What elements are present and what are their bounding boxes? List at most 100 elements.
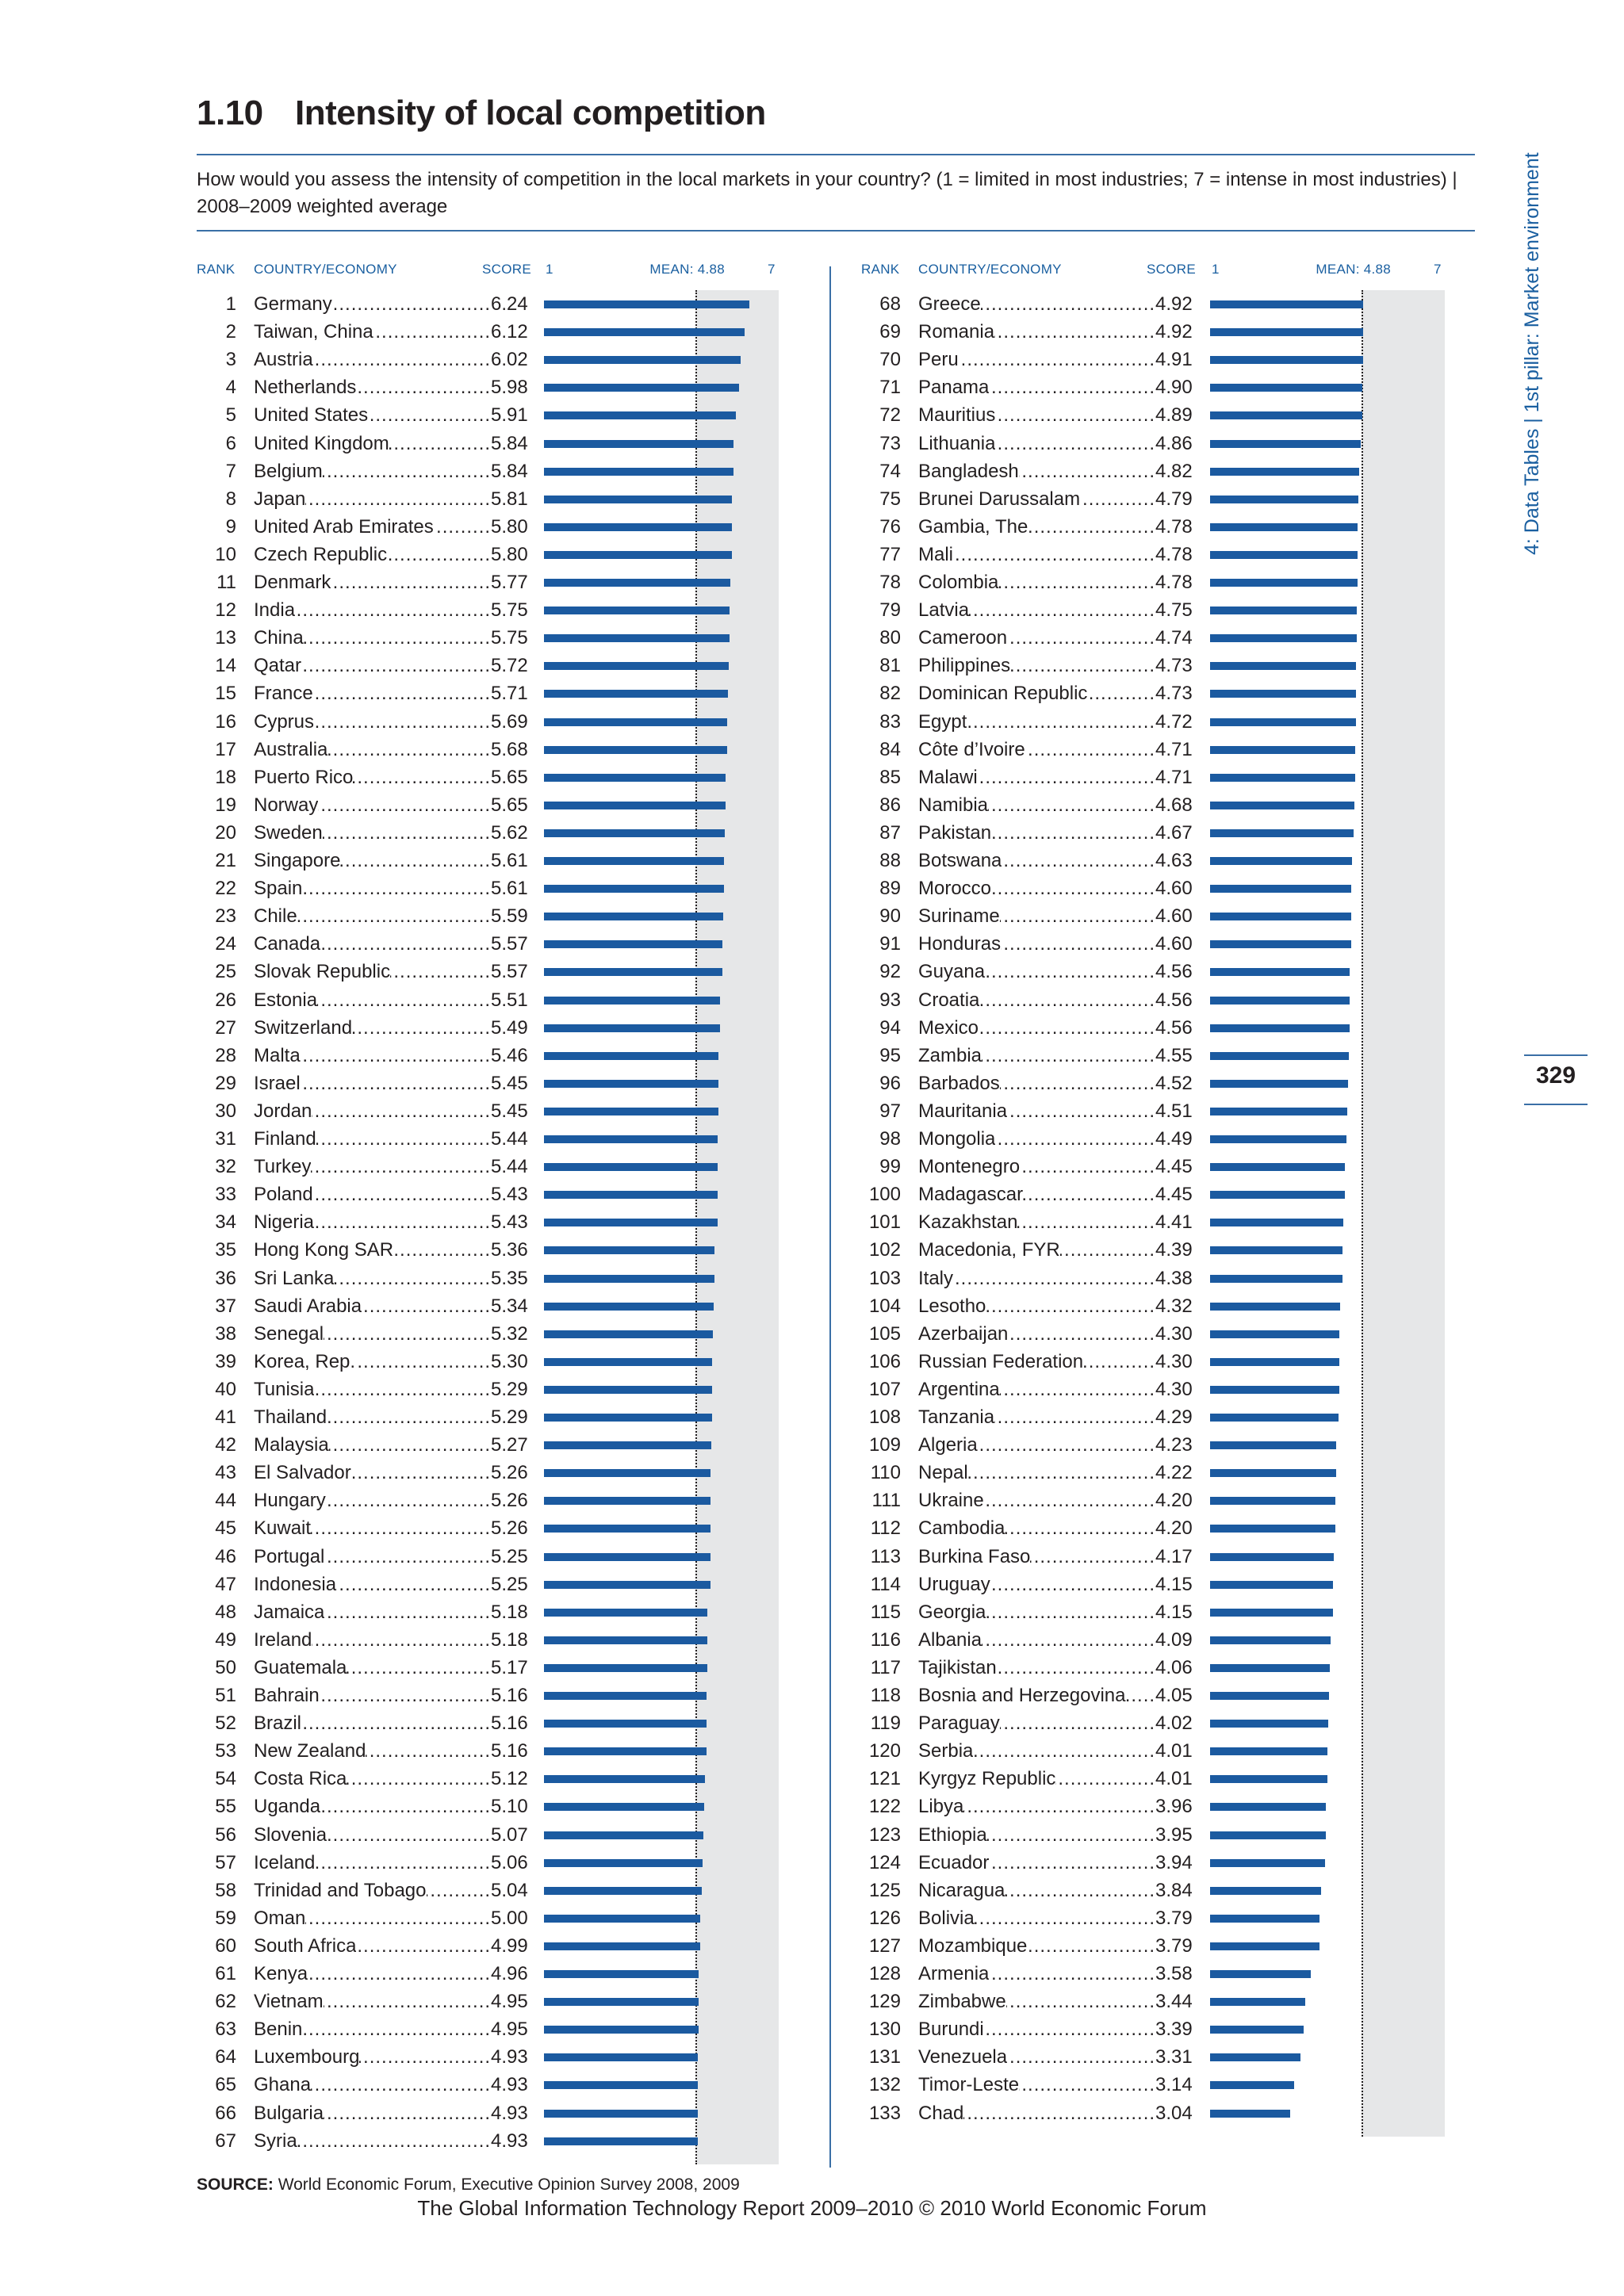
dot-leader: ........................................…	[918, 1267, 1155, 1289]
score-bar	[544, 1107, 718, 1115]
country-column-header: COUNTRY/ECONOMY	[918, 262, 1062, 277]
rank-cell: 110	[870, 1462, 901, 1484]
country-name: Burundi	[918, 2019, 984, 2042]
rank-cell: 132	[868, 2074, 901, 2096]
country-name: Serbia	[918, 1740, 974, 1763]
score-value: 5.00	[490, 1907, 528, 1930]
bar-background	[1362, 290, 1445, 2137]
score-value: 4.55	[1155, 1044, 1193, 1067]
rank-cell: 36	[215, 1267, 236, 1289]
rank-cell: 124	[868, 1851, 901, 1873]
rank-cell: 35	[215, 1239, 236, 1261]
country-name: Barbados	[918, 1072, 1000, 1095]
score-bar	[544, 1942, 700, 1950]
score-value: 4.41	[1155, 1211, 1193, 1234]
score-bar	[1210, 384, 1363, 392]
score-bar	[1210, 1914, 1320, 1923]
score-value: 4.89	[1155, 404, 1193, 427]
rank-cell: 49	[215, 1628, 236, 1651]
score-value: 3.04	[1155, 2102, 1193, 2125]
score-bar	[544, 467, 733, 476]
rank-cell: 60	[215, 1934, 236, 1957]
score-bar	[544, 885, 725, 894]
country-name: Singapore	[254, 850, 341, 872]
rank-cell: 127	[868, 1934, 901, 1957]
country-name: Portugal	[254, 1545, 325, 1568]
score-value: 5.18	[490, 1628, 528, 1651]
score-bar	[544, 828, 725, 837]
score-value: 4.32	[1155, 1295, 1193, 1318]
score-value: 4.30	[1155, 1378, 1193, 1401]
score-bar	[544, 1385, 712, 1394]
score-bar	[544, 439, 733, 448]
score-bar	[544, 1580, 710, 1589]
score-value: 3.44	[1155, 1991, 1193, 2014]
country-name: Taiwan, China	[254, 321, 373, 344]
score-value: 5.61	[490, 878, 528, 901]
rank-cell: 91	[879, 933, 901, 955]
country-name: Algeria	[918, 1434, 978, 1457]
score-value: 4.93	[490, 2130, 528, 2152]
score-value: 5.68	[490, 738, 528, 761]
rank-cell: 67	[215, 2130, 236, 2152]
country-name: Greece	[918, 293, 981, 316]
rank-cell: 41	[215, 1406, 236, 1428]
score-value: 4.09	[1155, 1628, 1193, 1651]
rank-cell: 27	[215, 1016, 236, 1039]
score-bar	[544, 690, 729, 698]
score-bar	[1210, 801, 1354, 809]
country-name: United Arab Emirates	[254, 515, 434, 538]
scale-min-label: 1	[546, 262, 553, 277]
country-name: Armenia	[918, 1963, 990, 1985]
score-bar	[1210, 1525, 1335, 1533]
rank-cell: 77	[879, 543, 901, 565]
score-value: 5.44	[490, 1156, 528, 1179]
country-name: Japan	[254, 488, 306, 511]
score-value: 4.75	[1155, 599, 1193, 622]
page-title: Intensity of local competition	[295, 94, 766, 132]
rank-cell: 17	[215, 738, 236, 760]
score-value: 4.38	[1155, 1267, 1193, 1290]
country-name: China	[254, 627, 304, 650]
score-bar	[544, 1747, 707, 1756]
score-value: 5.18	[490, 1601, 528, 1624]
rank-cell: 9	[225, 515, 236, 538]
country-name: Chile	[254, 905, 297, 928]
rank-cell: 6	[225, 432, 236, 454]
country-name: Mongolia	[918, 1128, 996, 1150]
score-value: 4.01	[1155, 1740, 1193, 1763]
score-value: 5.45	[490, 1072, 528, 1095]
country-name: Burkina Faso	[918, 1545, 1031, 1568]
country-name: Mali	[918, 543, 954, 566]
country-name: South Africa	[254, 1934, 357, 1957]
country-name: Pakistan	[918, 821, 992, 844]
score-value: 4.82	[1155, 460, 1193, 483]
rank-cell: 43	[215, 1462, 236, 1484]
country-name: Czech Republic	[254, 543, 388, 566]
country-name: Philippines	[918, 655, 1011, 678]
rank-cell: 89	[879, 878, 901, 900]
score-bar	[1210, 1191, 1346, 1200]
country-name: Cameroon	[918, 627, 1008, 650]
rank-cell: 69	[879, 321, 901, 343]
score-bar	[544, 1274, 714, 1283]
score-value: 5.51	[490, 989, 528, 1012]
rank-cell: 90	[879, 905, 901, 928]
country-name: Brazil	[254, 1712, 302, 1735]
score-bar	[1210, 968, 1350, 977]
rank-column-header: RANK	[861, 262, 900, 277]
country-name: Senegal	[254, 1322, 324, 1345]
score-bar	[1210, 1552, 1335, 1561]
score-bar	[544, 2137, 698, 2145]
score-bar	[544, 745, 727, 754]
score-value: 5.29	[490, 1378, 528, 1401]
rank-cell: 106	[868, 1350, 901, 1372]
score-value: 5.29	[490, 1406, 528, 1429]
country-name: Tanzania	[918, 1406, 995, 1429]
rank-cell: 44	[215, 1490, 236, 1512]
country-name: Thailand	[254, 1406, 327, 1429]
score-bar	[1210, 828, 1354, 837]
score-bar	[544, 1692, 707, 1700]
country-name: Costa Rica	[254, 1768, 347, 1791]
rank-cell: 57	[215, 1851, 236, 1873]
